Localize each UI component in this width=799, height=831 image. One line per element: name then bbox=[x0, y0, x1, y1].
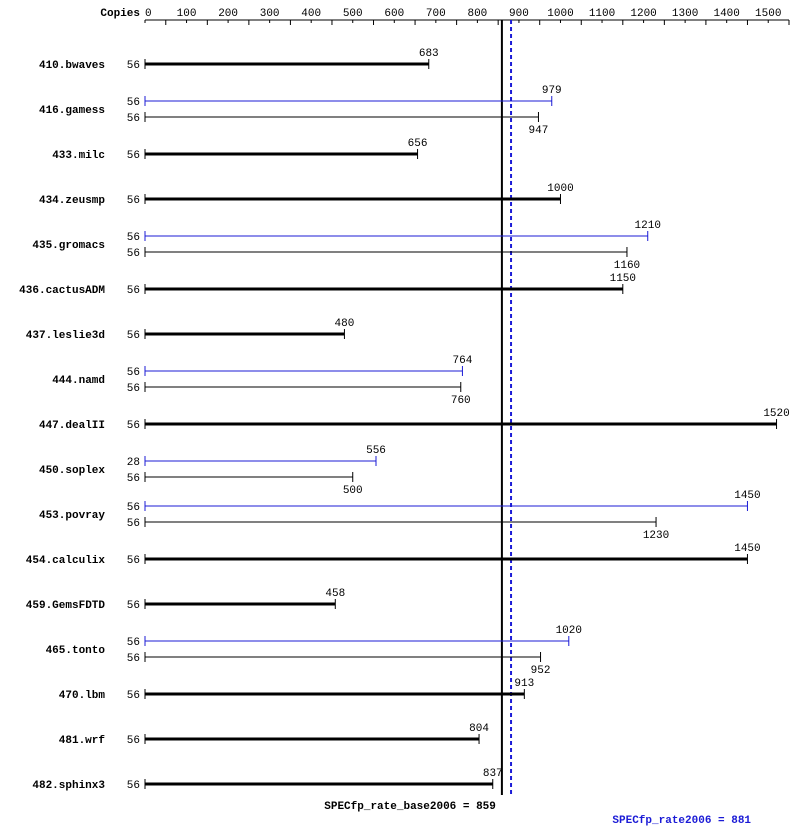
benchmark-name: 437.leslie3d bbox=[26, 330, 105, 342]
bar-value-label: 1150 bbox=[610, 273, 636, 285]
benchmark-name: 447.dealII bbox=[39, 420, 105, 432]
benchmark-name: 416.gamess bbox=[39, 105, 105, 117]
copies-value: 56 bbox=[127, 383, 140, 395]
x-axis-tick-label: 1200 bbox=[630, 8, 656, 20]
x-axis-tick-label: 1300 bbox=[672, 8, 698, 20]
copies-value: 56 bbox=[127, 518, 140, 530]
bar-value-label: 500 bbox=[343, 485, 363, 497]
bar-value-label: 947 bbox=[529, 125, 549, 137]
spec-benchmark-chart: 0 100 200 300 400 500 600 700 800 900 1000 1100 1200… bbox=[0, 0, 799, 831]
benchmark-name: 454.calculix bbox=[26, 555, 106, 567]
x-axis-tick-label: 200 bbox=[218, 8, 238, 20]
bar-value-label: 1450 bbox=[734, 490, 760, 502]
benchmark-name: 453.povray bbox=[39, 510, 105, 522]
bar-value-label: 480 bbox=[335, 318, 355, 330]
copies-value: 56 bbox=[127, 195, 140, 207]
bar-value-label: 1020 bbox=[556, 625, 582, 637]
copies-value: 56 bbox=[127, 502, 140, 514]
benchmark-name: 459.GemsFDTD bbox=[26, 600, 106, 612]
copies-value: 56 bbox=[127, 232, 140, 244]
copies-value: 56 bbox=[127, 653, 140, 665]
benchmark-name: 481.wrf bbox=[59, 735, 106, 747]
bar-value-label: 458 bbox=[325, 588, 345, 600]
copies-value: 56 bbox=[127, 150, 140, 162]
copies-header: Copies bbox=[100, 8, 140, 20]
x-axis-tick-label: 600 bbox=[384, 8, 404, 20]
x-axis-tick-label: 900 bbox=[509, 8, 529, 20]
bar-value-label: 913 bbox=[514, 678, 534, 690]
benchmark-name: 470.lbm bbox=[59, 690, 106, 702]
x-axis-tick-label: 1500 bbox=[755, 8, 781, 20]
bar-value-label: 1520 bbox=[763, 408, 789, 420]
copies-value: 56 bbox=[127, 60, 140, 72]
bar-value-label: 1210 bbox=[635, 220, 661, 232]
benchmark-name: 436.cactusADM bbox=[19, 285, 105, 297]
bar-value-label: 1160 bbox=[614, 260, 640, 272]
benchmark-name: 450.soplex bbox=[39, 465, 105, 477]
x-axis-tick-label: 0 bbox=[145, 8, 152, 20]
bar-value-label: 764 bbox=[453, 355, 473, 367]
copies-value: 56 bbox=[127, 600, 140, 612]
bar-value-label: 837 bbox=[483, 768, 503, 780]
benchmark-name: 465.tonto bbox=[46, 645, 106, 657]
benchmark-name: 434.zeusmp bbox=[39, 195, 105, 207]
peak-score-label: SPECfp_rate2006 = 881 bbox=[612, 815, 751, 827]
bar-value-label: 760 bbox=[451, 395, 471, 407]
benchmark-name: 482.sphinx3 bbox=[32, 780, 105, 792]
copies-value: 56 bbox=[127, 473, 140, 485]
benchmark-name: 444.namd bbox=[52, 375, 105, 387]
bar-value-label: 556 bbox=[366, 445, 386, 457]
bar-value-label: 1000 bbox=[547, 183, 573, 195]
copies-value: 56 bbox=[127, 330, 140, 342]
x-axis-tick-label: 1100 bbox=[589, 8, 615, 20]
base-score-label: SPECfp_rate_base2006 = 859 bbox=[324, 801, 496, 813]
x-axis-tick-label: 400 bbox=[301, 8, 321, 20]
copies-value: 56 bbox=[127, 735, 140, 747]
copies-value: 56 bbox=[127, 555, 140, 567]
copies-value: 56 bbox=[127, 285, 140, 297]
copies-value: 56 bbox=[127, 367, 140, 379]
x-axis-tick-label: 100 bbox=[177, 8, 197, 20]
bar-value-label: 1450 bbox=[734, 543, 760, 555]
x-axis-tick-label: 1400 bbox=[713, 8, 739, 20]
x-axis-tick-label: 700 bbox=[426, 8, 446, 20]
x-axis-tick-label: 300 bbox=[260, 8, 280, 20]
copies-value: 56 bbox=[127, 637, 140, 649]
benchmark-name: 410.bwaves bbox=[39, 60, 105, 72]
bar-value-label: 1230 bbox=[643, 530, 669, 542]
bar-value-label: 979 bbox=[542, 85, 562, 97]
copies-value: 28 bbox=[127, 457, 140, 469]
x-axis-tick-label: 500 bbox=[343, 8, 363, 20]
copies-value: 56 bbox=[127, 420, 140, 432]
copies-value: 56 bbox=[127, 780, 140, 792]
copies-value: 56 bbox=[127, 113, 140, 125]
bar-value-label: 952 bbox=[531, 665, 551, 677]
chart-background bbox=[0, 0, 799, 831]
x-axis-tick-label: 1000 bbox=[547, 8, 573, 20]
bar-value-label: 656 bbox=[408, 138, 428, 150]
x-axis-tick-label: 800 bbox=[467, 8, 487, 20]
bar-value-label: 683 bbox=[419, 48, 439, 60]
benchmark-name: 433.milc bbox=[52, 150, 105, 162]
copies-value: 56 bbox=[127, 97, 140, 109]
copies-value: 56 bbox=[127, 690, 140, 702]
bar-value-label: 804 bbox=[469, 723, 489, 735]
copies-value: 56 bbox=[127, 248, 140, 260]
benchmark-name: 435.gromacs bbox=[32, 240, 105, 252]
